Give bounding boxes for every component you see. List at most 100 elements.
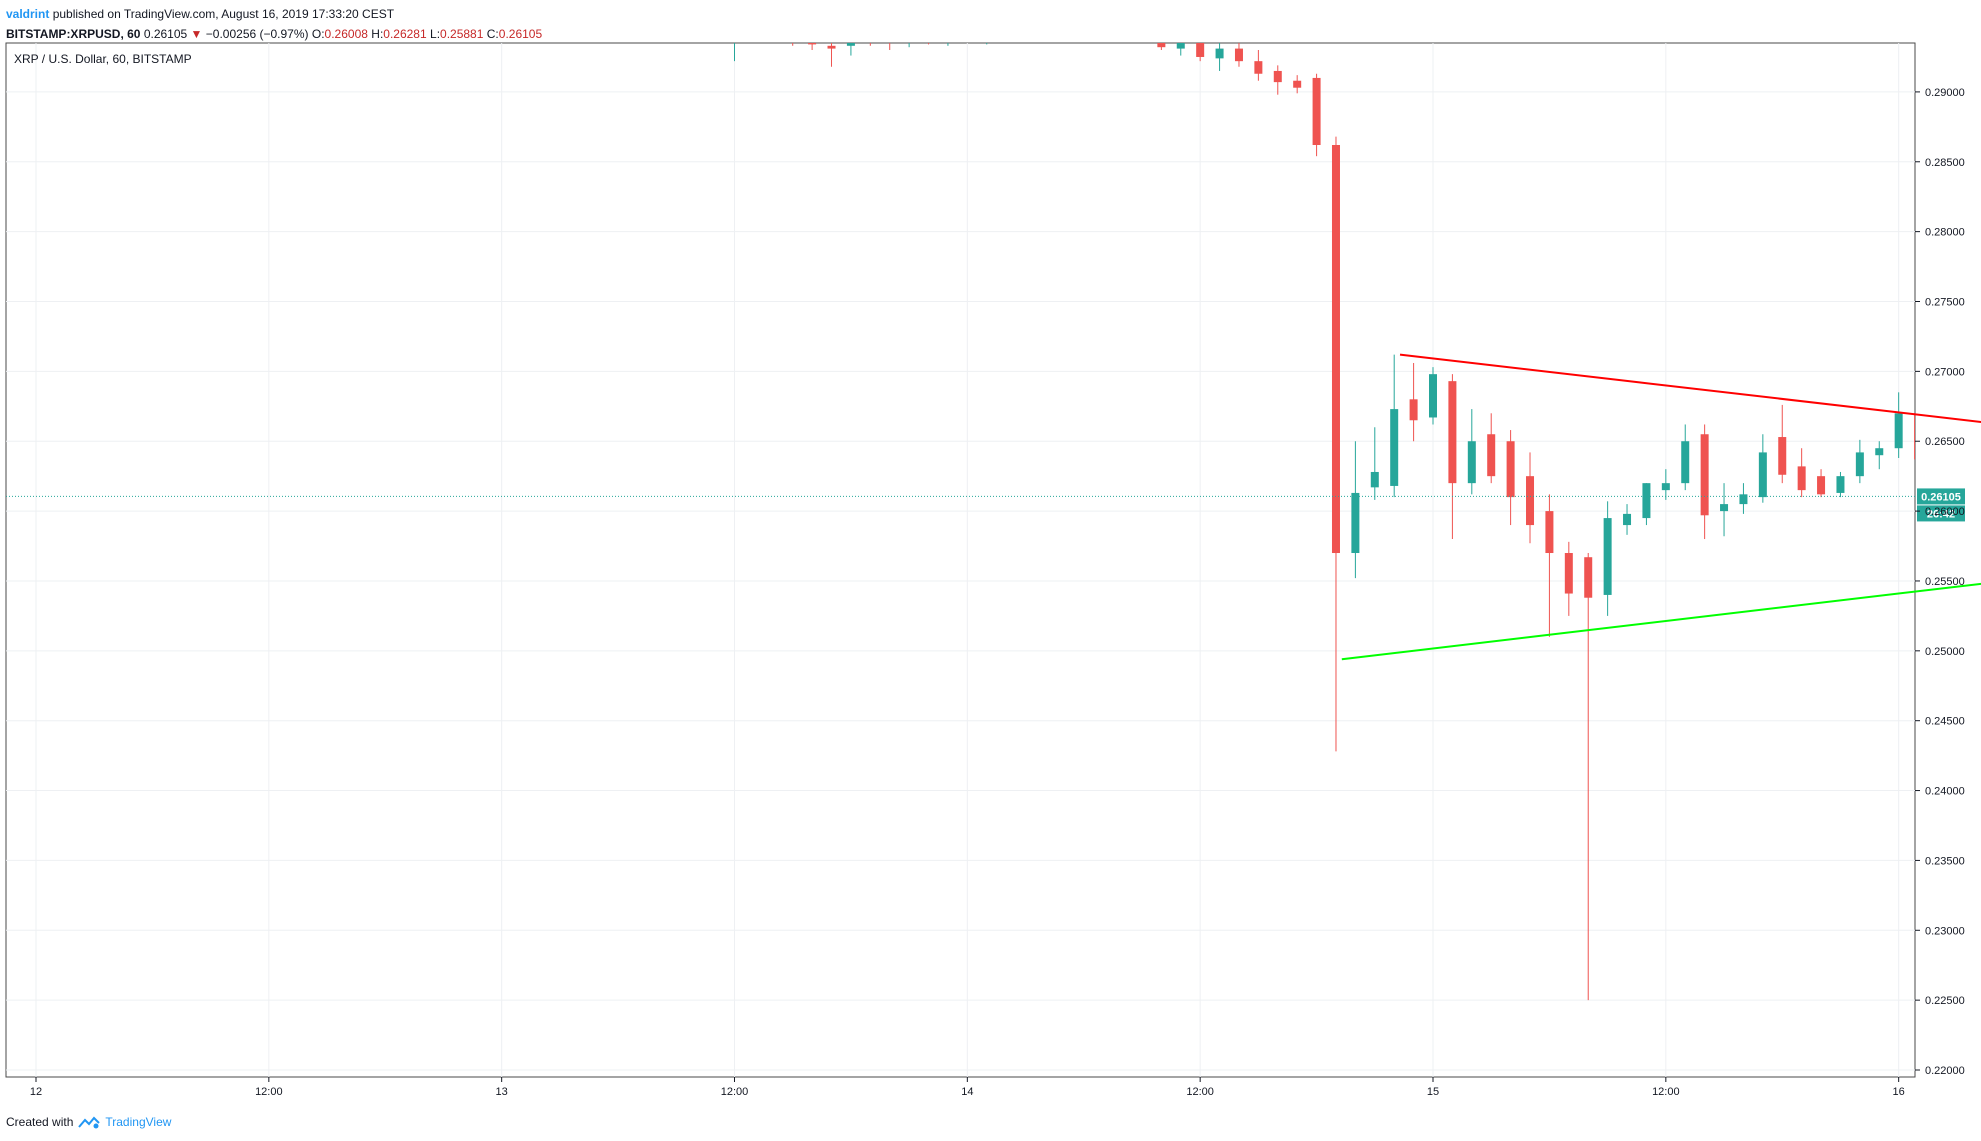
candle-body xyxy=(1390,409,1399,486)
grid xyxy=(6,43,1915,1077)
candle-body xyxy=(1409,399,1418,421)
candle-body xyxy=(808,43,817,45)
created-with-text: Created with xyxy=(6,1115,74,1129)
candle-body xyxy=(963,37,971,43)
candle-body xyxy=(1700,434,1709,516)
publish-info: published on TradingView.com, August 16,… xyxy=(52,7,395,21)
candle-body xyxy=(1739,494,1748,505)
candle-body xyxy=(1351,492,1360,554)
candle-body xyxy=(1293,80,1302,88)
y-tick-label: 0.24500 xyxy=(1925,716,1965,728)
candle-body xyxy=(827,45,836,49)
y-tick-label: 0.22000 xyxy=(1925,1065,1965,1077)
x-tick-label: 12:00 xyxy=(721,1086,749,1098)
last-price-tag xyxy=(1917,488,1965,505)
y-tick-label: 0.28500 xyxy=(1925,157,1965,169)
candle-body xyxy=(1022,36,1030,39)
candle-body xyxy=(1215,48,1224,59)
time-axis[interactable]: 1212:001312:001412:001512:001612:001712:… xyxy=(30,1077,1981,1098)
open-value: 0.26008 xyxy=(324,27,368,41)
candle-body xyxy=(944,37,952,41)
candle-body xyxy=(1681,441,1690,484)
candle-body xyxy=(1429,374,1437,418)
candle-body xyxy=(1526,476,1535,526)
candle-body xyxy=(866,36,874,40)
candle-body xyxy=(1797,466,1806,491)
candle-body xyxy=(1933,459,1941,469)
candle-body xyxy=(1273,70,1282,83)
plot-border xyxy=(5,42,1916,1078)
candle-body xyxy=(1487,434,1496,477)
candle-body xyxy=(1545,511,1554,554)
ohlc-line: BITSTAMP:XRPUSD, 60 0.26105 ▼ −0.00256 (… xyxy=(6,24,542,44)
y-tick-label: 0.27500 xyxy=(1925,297,1965,309)
y-tick-label: 0.28000 xyxy=(1925,227,1965,239)
candle-body xyxy=(1312,77,1321,146)
publish-line: valdrint published on TradingView.com, A… xyxy=(6,4,542,24)
y-tick-label: 0.22500 xyxy=(1925,995,1965,1007)
low-label: L: xyxy=(430,27,441,41)
close-label: C: xyxy=(486,27,499,41)
trendlines[interactable] xyxy=(1341,353,1981,661)
last-price-tag-label: 0.26105 xyxy=(1921,491,1961,503)
candle-body xyxy=(1370,471,1379,488)
x-tick-label: 12 xyxy=(30,1086,42,1098)
lower-trendline xyxy=(1341,582,1981,661)
x-tick-label: 14 xyxy=(961,1086,973,1098)
x-tick-label: 12:00 xyxy=(255,1086,283,1098)
candle-body xyxy=(1176,43,1185,49)
candle-body xyxy=(1603,518,1612,595)
candle-body xyxy=(1623,513,1632,526)
y-tick-label: 0.25000 xyxy=(1925,646,1965,658)
candle-body xyxy=(1875,448,1884,456)
high-value: 0.26281 xyxy=(383,27,427,41)
candle-body xyxy=(1467,441,1476,484)
last-price: 0.26105 xyxy=(143,27,188,41)
candle-body xyxy=(1448,381,1457,484)
x-tick-label: 12:00 xyxy=(1652,1086,1680,1098)
candle-body xyxy=(1254,61,1263,74)
candle-body xyxy=(1506,441,1515,498)
candle-body xyxy=(1002,36,1010,39)
candle-body xyxy=(925,39,933,42)
candle-body xyxy=(1914,413,1915,460)
symbol-name: BITSTAMP:XRPUSD, 60 xyxy=(6,27,141,41)
close-value: 0.26105 xyxy=(498,27,543,41)
x-tick-label: 13 xyxy=(496,1086,508,1098)
footer: Created with TradingView xyxy=(6,1114,171,1130)
candle-body xyxy=(1953,455,1961,469)
candle-body xyxy=(1060,36,1068,37)
candle-body xyxy=(1331,145,1340,554)
price-axis[interactable]: 0.29000 0.28500 0.28000 0.27500 0.27000 0.265… xyxy=(1915,87,1965,1077)
y-tick-label: 0.24000 xyxy=(1925,786,1965,798)
candle-body xyxy=(1234,48,1243,62)
author-link[interactable]: valdrint xyxy=(6,7,50,21)
candle-body xyxy=(1817,476,1826,495)
tradingview-brand[interactable]: TradingView xyxy=(105,1115,172,1129)
change-value: −0.00256 (−0.97%) xyxy=(205,27,309,41)
open-label: O: xyxy=(311,27,325,41)
candle-body xyxy=(1836,476,1845,493)
change-arrow-icon: ▼ xyxy=(190,27,203,41)
y-tick-label: 0.27000 xyxy=(1925,366,1965,378)
y-tick-label: 0.25500 xyxy=(1925,576,1965,588)
candle-body xyxy=(846,43,855,46)
candle-body xyxy=(1720,504,1729,512)
x-tick-label: 15 xyxy=(1427,1086,1439,1098)
x-tick-label: 16 xyxy=(1893,1086,1905,1098)
y-tick-label: 0.26000 xyxy=(1925,506,1965,518)
candle-body xyxy=(731,35,739,36)
countdown-tag xyxy=(1917,505,1965,522)
countdown-tag-label: 26:42 xyxy=(1927,508,1955,520)
candle-body xyxy=(983,36,991,43)
candle-body xyxy=(905,39,913,43)
candle-body xyxy=(1894,413,1903,449)
candle-body xyxy=(1157,43,1166,48)
candle-body xyxy=(1661,483,1670,491)
candle-body xyxy=(1564,553,1573,594)
candle-body xyxy=(1642,483,1651,519)
candle-body xyxy=(1972,455,1980,469)
y-tick-label: 0.23500 xyxy=(1925,855,1965,867)
candle-body xyxy=(789,36,797,40)
